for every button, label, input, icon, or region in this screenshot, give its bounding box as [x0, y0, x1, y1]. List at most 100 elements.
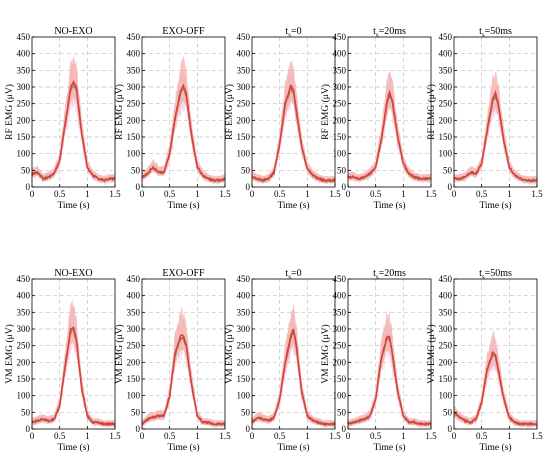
x-tick-label: 1 [507, 189, 512, 199]
y-tick-label: 350 [17, 65, 31, 75]
y-axis-label: VM EMG (μV) [320, 324, 331, 383]
subplot-title: ts=0 [285, 268, 301, 281]
y-tick-label: 0 [136, 182, 141, 192]
y-tick-label: 50 [241, 165, 251, 175]
y-axis-label: RF EMG (μV) [224, 84, 235, 140]
y-tick-label: 300 [333, 82, 347, 92]
x-tick-label: 1.5 [219, 431, 231, 441]
y-tick-label: 50 [21, 165, 31, 175]
x-tick-label: 0 [140, 431, 145, 441]
subplot-rf-2: 0 50 100 150 200 250 300 350 400 450 0 0.5 1 1.5 Time … [114, 26, 231, 211]
y-tick-label: 0 [448, 182, 453, 192]
x-tick-label: 1.5 [425, 189, 437, 199]
y-tick-label: 250 [127, 99, 141, 109]
x-tick-label: 0 [30, 189, 35, 199]
y-tick-label: 250 [17, 99, 31, 109]
x-tick-label: 1 [401, 431, 406, 441]
mean-line [347, 335, 432, 427]
y-tick-label: 350 [439, 307, 453, 317]
x-tick-label: 1 [401, 189, 406, 199]
y-tick-label: 50 [241, 407, 251, 417]
x-axis-label: Time (s) [57, 442, 89, 453]
y-tick-label: 450 [127, 32, 141, 42]
axes-frame [347, 278, 432, 430]
subplot-rf-1: 0 50 100 150 200 250 300 350 400 450 0 0.5 1 1.5 Time … [4, 26, 121, 211]
x-tick-label: 1.5 [425, 431, 437, 441]
y-tick-label: 300 [237, 82, 251, 92]
axes-frame [141, 278, 226, 430]
y-tick-label: 100 [237, 391, 251, 401]
x-tick-label: 1 [195, 431, 200, 441]
x-tick-label: 1.5 [329, 431, 341, 441]
y-tick-label: 400 [237, 49, 251, 59]
x-axis-label: Time (s) [167, 200, 199, 211]
x-tick-label: 0 [250, 189, 255, 199]
y-tick-label: 150 [333, 132, 347, 142]
x-tick-label: 1 [507, 431, 512, 441]
y-axis-label: VM EMG (μV) [4, 324, 15, 383]
axes-frame [453, 278, 538, 430]
y-tick-label: 400 [439, 291, 453, 301]
x-tick-label: 0.5 [54, 189, 66, 199]
mean-line [453, 90, 537, 182]
mean-line [141, 333, 226, 426]
y-tick-label: 0 [342, 424, 347, 434]
x-axis-label: Time (s) [167, 442, 199, 453]
y-tick-label: 0 [246, 424, 251, 434]
x-tick-label: 0 [452, 431, 457, 441]
y-tick-label: 400 [237, 291, 251, 301]
x-tick-label: 0.5 [164, 189, 176, 199]
y-tick-label: 200 [237, 115, 251, 125]
x-axis-label: Time (s) [479, 442, 511, 453]
x-tick-label: 0.5 [476, 431, 488, 441]
y-tick-label: 250 [237, 99, 251, 109]
y-tick-label: 300 [237, 324, 251, 334]
y-tick-label: 300 [127, 324, 141, 334]
y-tick-label: 350 [17, 307, 31, 317]
y-tick-label: 300 [439, 82, 453, 92]
y-tick-label: 250 [127, 341, 141, 351]
x-tick-label: 1 [85, 431, 90, 441]
y-tick-label: 200 [333, 357, 347, 367]
x-axis-label: Time (s) [479, 200, 511, 211]
x-tick-label: 0.5 [370, 431, 382, 441]
x-tick-label: 1.5 [329, 189, 341, 199]
sd-band [142, 306, 225, 427]
y-tick-label: 300 [439, 324, 453, 334]
y-tick-label: 400 [439, 49, 453, 59]
mean-line [453, 350, 537, 427]
y-tick-label: 300 [333, 324, 347, 334]
subplot-title: ts=0 [285, 26, 301, 39]
subplot-rf-3: 0 50 100 150 200 250 300 350 400 450 0 0.5 1 1.5 Time … [224, 26, 341, 211]
x-tick-label: 1.5 [219, 189, 231, 199]
y-tick-label: 100 [127, 149, 141, 159]
y-tick-label: 0 [246, 182, 251, 192]
x-tick-label: 0 [140, 189, 145, 199]
y-tick-label: 200 [127, 357, 141, 367]
sd-band [142, 54, 225, 184]
y-tick-label: 50 [131, 407, 141, 417]
y-tick-label: 0 [448, 424, 453, 434]
subplot-vm-1: 0 50 100 150 200 250 300 350 400 450 0 0.5 1 1.5 Time … [4, 268, 121, 453]
y-tick-label: 250 [333, 341, 347, 351]
sd-band [252, 59, 335, 184]
y-tick-label: 400 [17, 291, 31, 301]
y-tick-label: 400 [127, 49, 141, 59]
y-tick-label: 50 [443, 165, 453, 175]
y-tick-label: 50 [131, 165, 141, 175]
y-tick-label: 250 [439, 99, 453, 109]
x-axis-label: Time (s) [373, 442, 405, 453]
axes-frame [251, 278, 336, 430]
y-tick-label: 350 [237, 65, 251, 75]
overlay-line [32, 82, 116, 184]
subplot-rf-4: 0 50 100 150 200 250 300 350 400 450 0 0.5 1 1.5 Time … [320, 26, 437, 211]
subplot-title: EXO-OFF [162, 26, 205, 37]
y-tick-label: 200 [237, 357, 251, 367]
y-axis-label: VM EMG (μV) [426, 324, 437, 383]
sd-band [32, 297, 115, 427]
y-tick-label: 100 [17, 391, 31, 401]
mean-line [251, 328, 336, 427]
x-tick-label: 1.5 [109, 189, 121, 199]
y-tick-label: 400 [17, 49, 31, 59]
axes-frame [141, 36, 226, 188]
